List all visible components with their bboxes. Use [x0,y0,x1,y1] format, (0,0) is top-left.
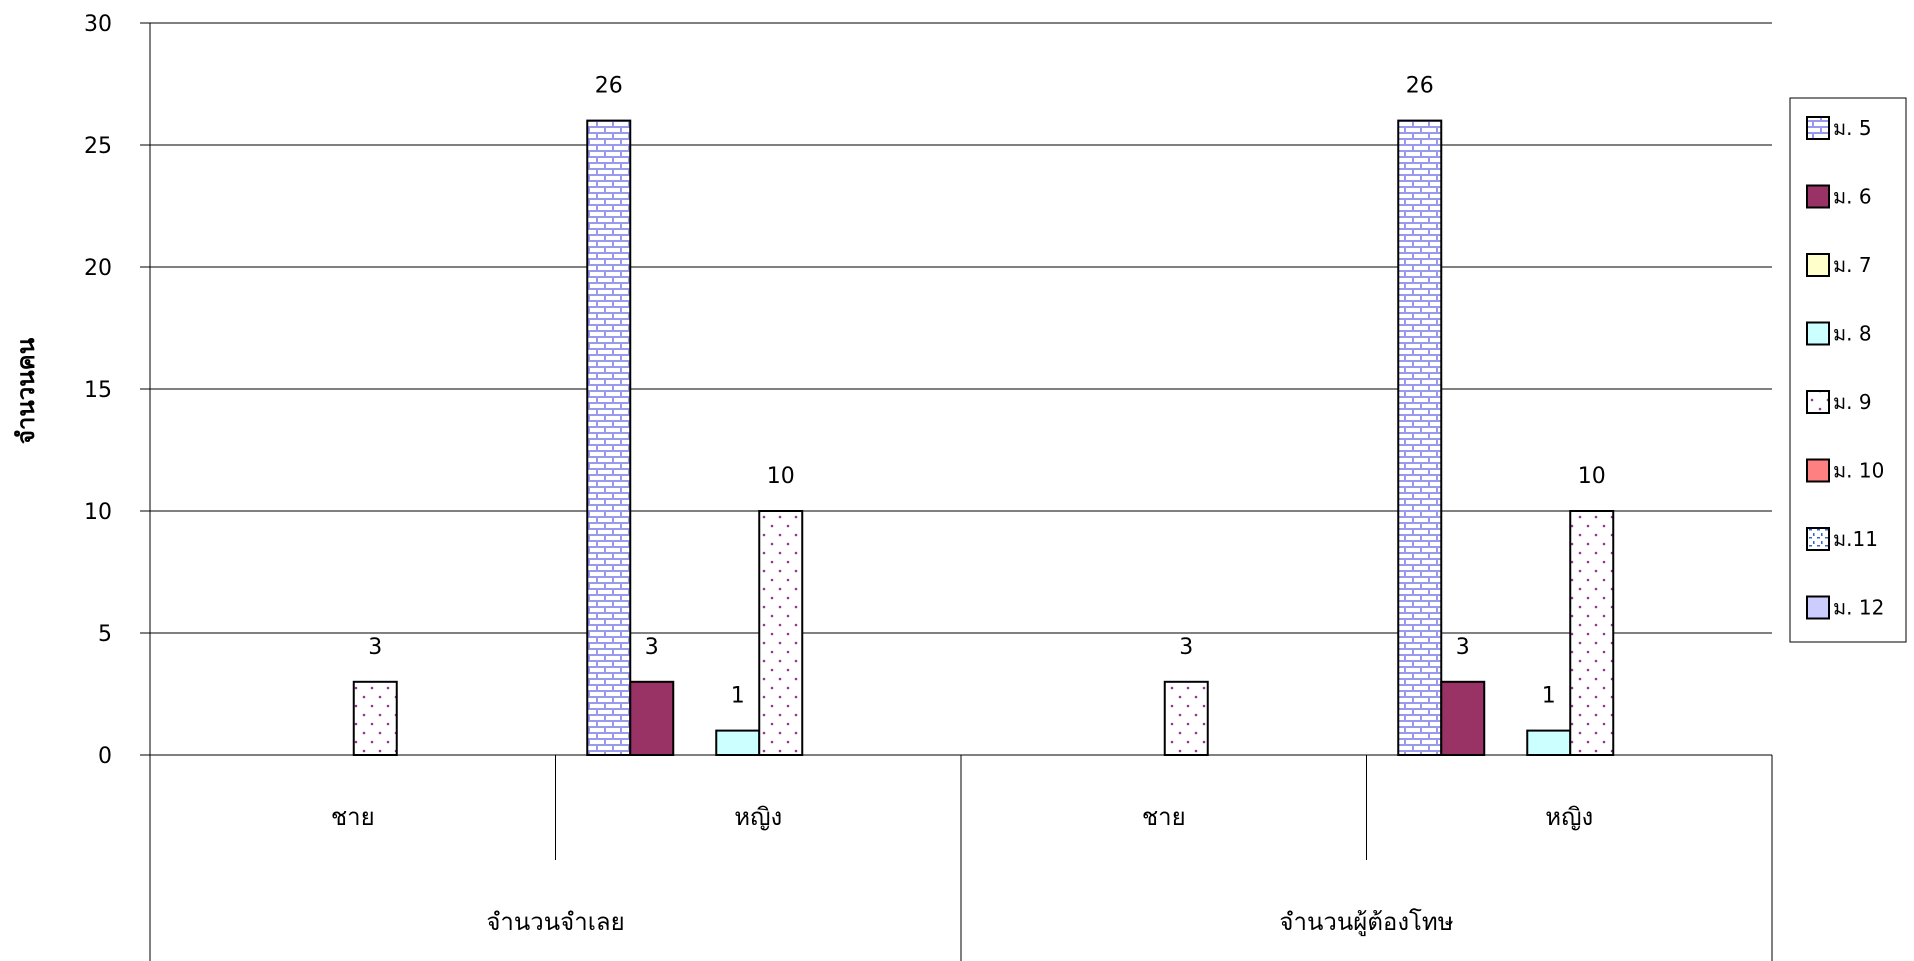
legend-swatch [1806,321,1830,346]
legend-entry-label: ม. 12 [1833,596,1884,620]
x-group-label: จำนวนผู้ต้องโทษ [1279,908,1453,937]
bar [586,119,632,757]
data-labels: 3 26 3 1 10 3 26 3 1 10 [368,74,1606,709]
legend-swatch [1806,253,1830,277]
bar [1163,680,1209,756]
data-label: 10 [767,464,795,489]
x-group-label: จำนวนจำเลย [486,908,624,936]
legend: ม. 5 ม. 6 ม. 7 ม. 8 ม. 9 ม. 10 ม.11 ม. 12 [1789,97,1907,643]
bar [1569,510,1615,756]
bar [1397,119,1443,757]
gridlines [140,22,1772,756]
legend-swatch [1806,184,1830,209]
y-tick-label: 5 [98,622,112,647]
bars [352,119,1615,757]
data-label: 3 [645,635,659,660]
legend-entry-label: ม. 9 [1833,390,1872,414]
legend-entry-label: ม. 5 [1833,116,1872,140]
legend-swatch [1806,116,1830,140]
x-category-label: หญิง [1545,803,1593,831]
legend-box [1789,97,1907,643]
legend-swatch [1806,595,1830,620]
data-label: 1 [1542,684,1556,709]
bar [715,729,761,756]
y-tick-label: 0 [98,744,112,769]
y-axis-label: จำนวนคน [12,337,40,444]
legend-entry-label: ม. 10 [1833,459,1884,483]
legend-swatch [1806,390,1830,414]
data-label: 3 [368,635,382,660]
bar [629,680,675,756]
y-tick-label: 10 [84,500,112,525]
data-label: 10 [1578,464,1606,489]
bar [352,680,398,756]
x-category-label: ชาย [1142,803,1186,831]
legend-swatch [1806,527,1830,551]
data-label: 26 [595,74,623,99]
bar [1526,729,1572,756]
data-label: 3 [1179,635,1193,660]
y-tick-label: 20 [84,256,112,281]
legend-entry-label: ม.11 [1833,527,1878,551]
legend-swatch [1806,458,1830,483]
data-label: 3 [1456,635,1470,660]
bar [1440,680,1486,756]
y-tick-label: 30 [84,12,112,37]
y-tick-label: 25 [84,134,112,159]
data-label: 26 [1406,74,1434,99]
axes: 0 5 10 15 20 25 30 ชาย หญิง ชาย หญิงจำนวนจำเลย จำนว… [84,12,1773,961]
x-category-label: หญิง [734,803,782,831]
y-tick-label: 15 [84,378,112,403]
x-category-label: ชาย [331,803,375,831]
data-label: 1 [731,684,745,709]
legend-entry-label: ม. 6 [1833,185,1872,209]
bar [758,510,804,756]
legend-entry-label: ม. 7 [1833,253,1872,277]
legend-entry-label: ม. 8 [1833,322,1872,346]
